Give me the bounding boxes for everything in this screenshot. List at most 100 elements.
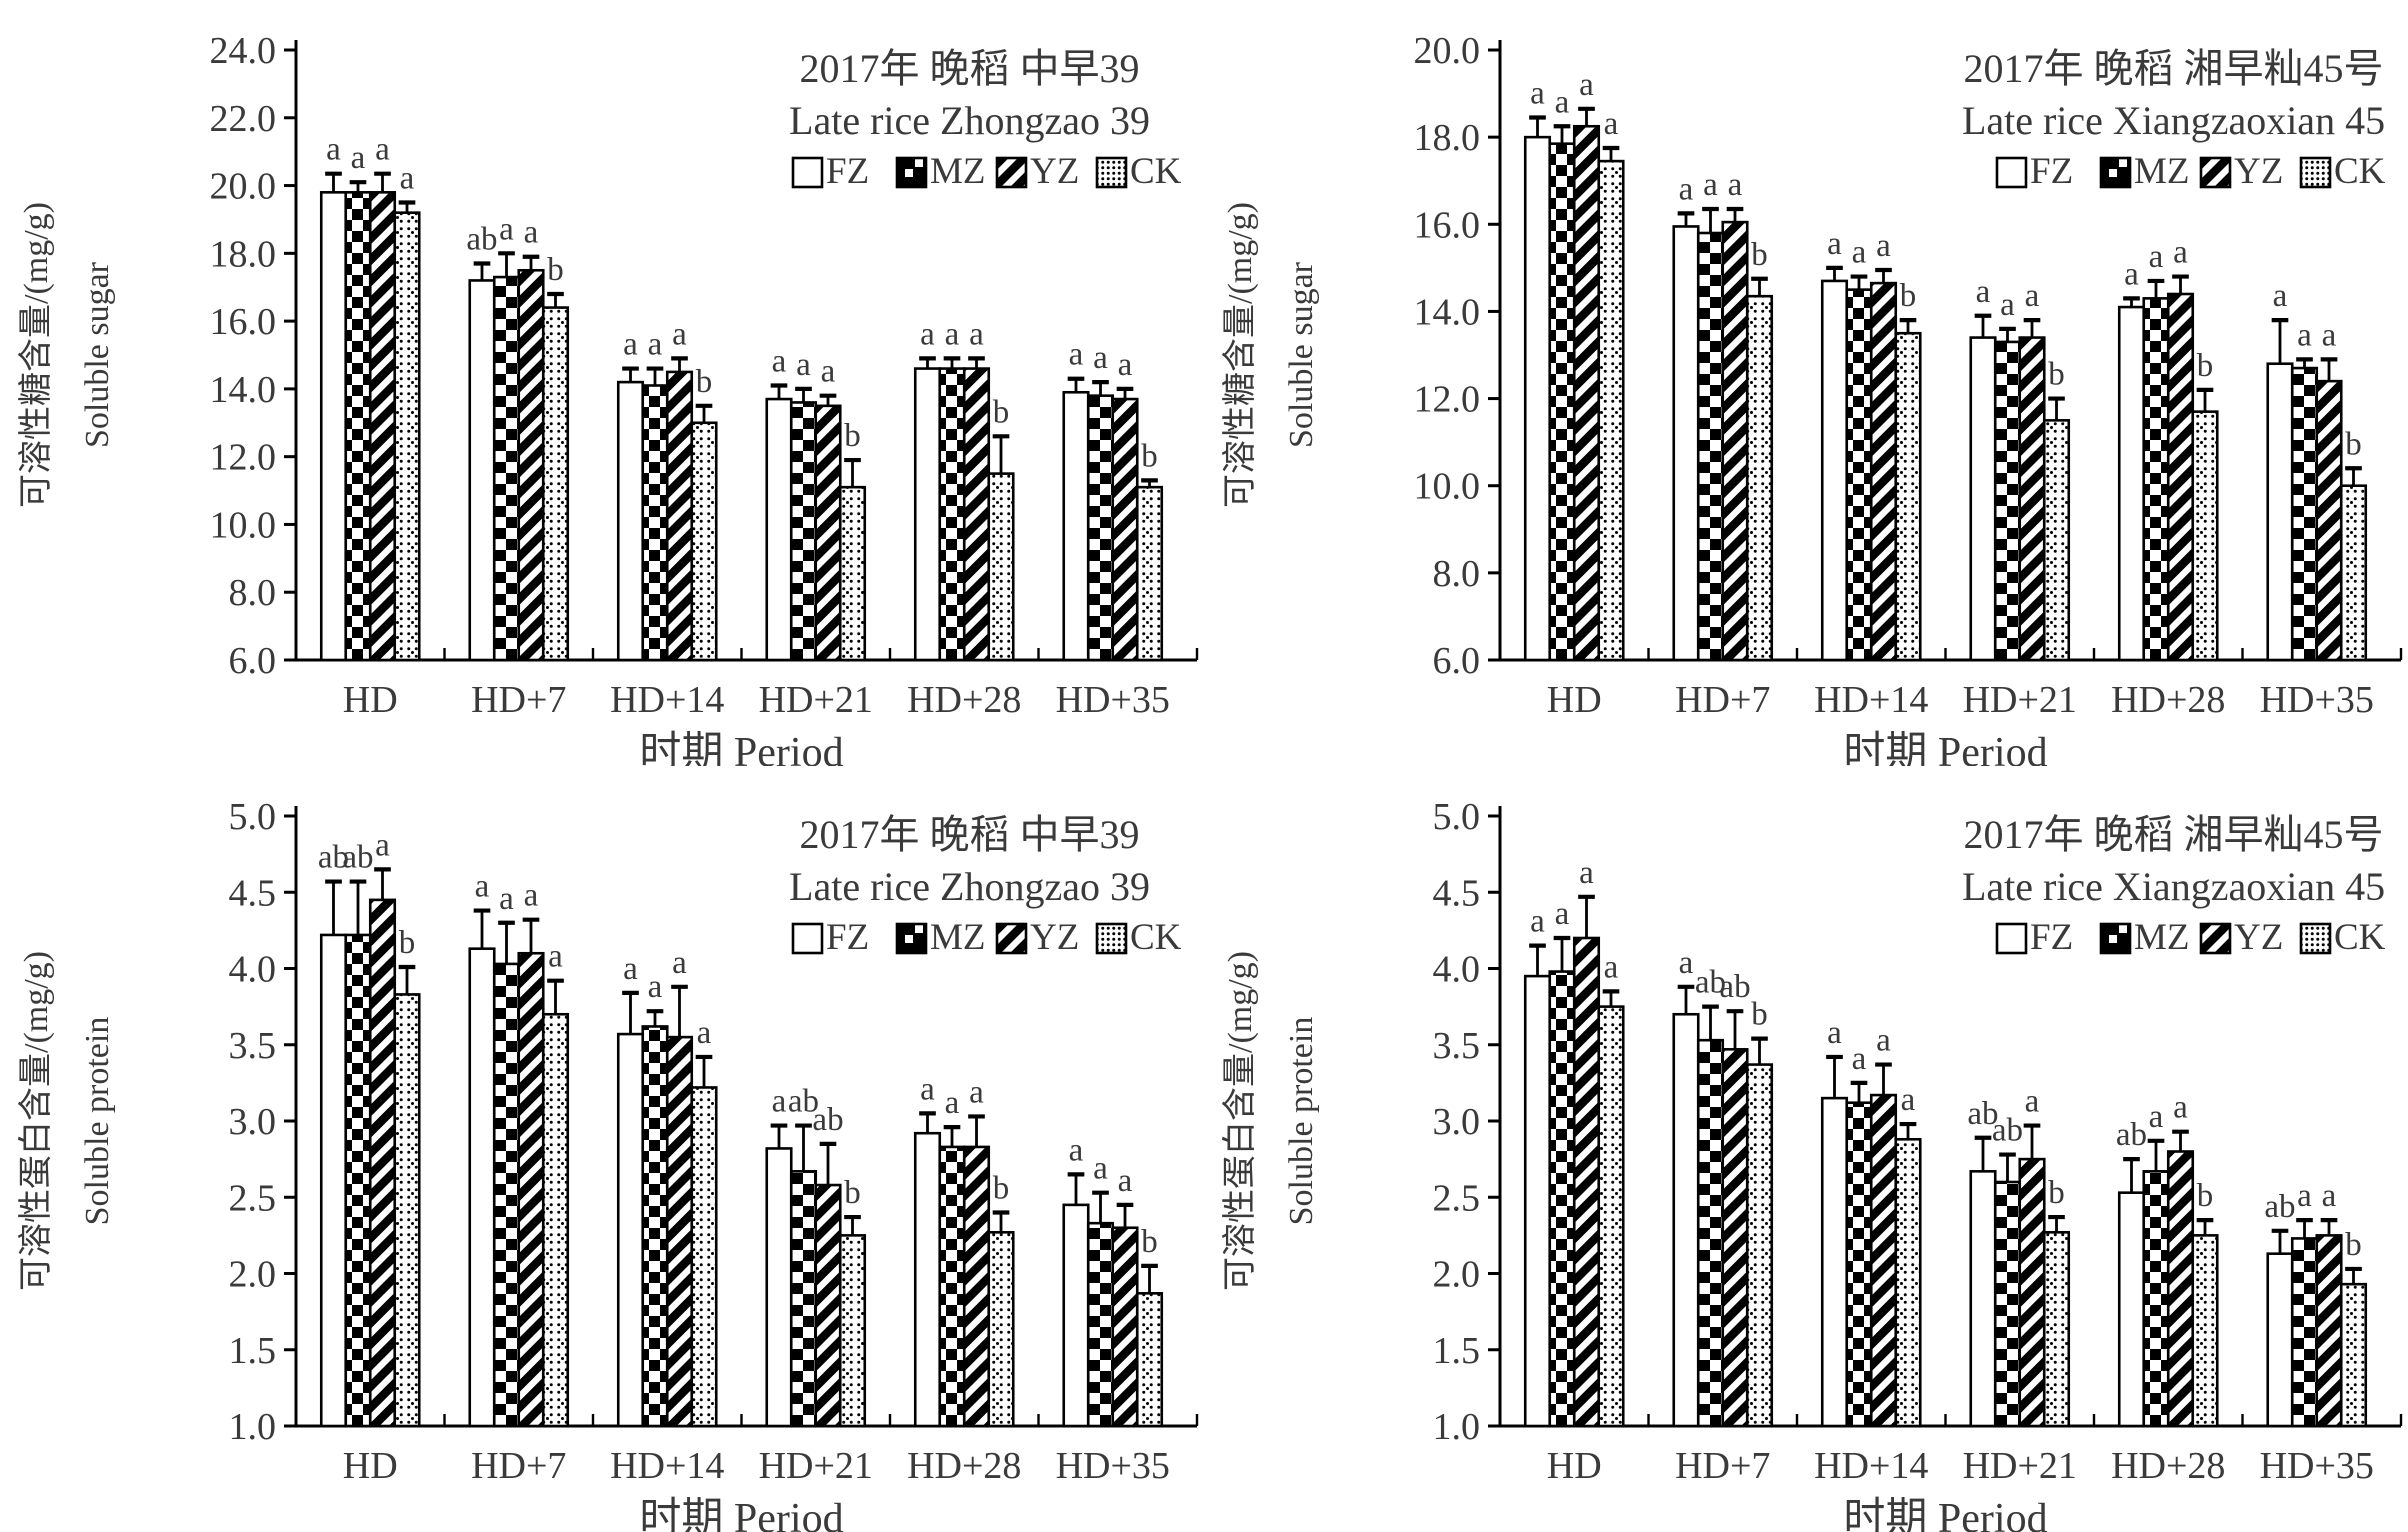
svg-text:HD+35: HD+35: [2260, 679, 2374, 721]
svg-text:时期 Period: 时期 Period: [639, 730, 843, 766]
svg-text:a: a: [1093, 1151, 1108, 1187]
svg-text:HD+21: HD+21: [1963, 1445, 2077, 1487]
svg-text:a: a: [1604, 106, 1619, 142]
svg-text:HD+14: HD+14: [1814, 1445, 1928, 1487]
svg-text:16.0: 16.0: [1414, 204, 1481, 246]
svg-text:a: a: [1093, 340, 1108, 376]
svg-text:MZ: MZ: [930, 151, 986, 192]
svg-text:a: a: [499, 211, 514, 247]
svg-text:4.5: 4.5: [229, 872, 277, 914]
svg-text:b: b: [1141, 1224, 1158, 1260]
svg-text:HD+21: HD+21: [1963, 679, 2077, 721]
svg-text:1.0: 1.0: [229, 1406, 277, 1448]
svg-text:a: a: [623, 951, 638, 987]
svg-text:a: a: [548, 939, 563, 975]
svg-text:5.0: 5.0: [1433, 796, 1481, 838]
svg-text:a: a: [1827, 226, 1842, 262]
svg-text:a: a: [2322, 317, 2337, 353]
svg-text:a: a: [2173, 1090, 2188, 1126]
svg-text:b: b: [844, 418, 861, 454]
svg-text:2017年 晚稻 中早39: 2017年 晚稻 中早39: [800, 812, 1140, 857]
svg-text:YZ: YZ: [1030, 151, 1079, 192]
svg-text:Soluble sugar: Soluble sugar: [1283, 261, 1320, 448]
svg-text:a: a: [2273, 278, 2288, 314]
svg-text:2.5: 2.5: [1433, 1177, 1481, 1219]
svg-text:a: a: [697, 1015, 712, 1051]
svg-text:a: a: [920, 1071, 935, 1107]
svg-text:a: a: [524, 878, 539, 914]
svg-text:8.0: 8.0: [229, 572, 277, 614]
svg-text:Late rice Xiangzaoxian 45: Late rice Xiangzaoxian 45: [1962, 864, 2385, 909]
svg-text:2.5: 2.5: [229, 1177, 277, 1219]
svg-text:ab: ab: [812, 1102, 843, 1138]
svg-text:22.0: 22.0: [210, 98, 277, 140]
svg-text:20.0: 20.0: [1414, 30, 1481, 72]
svg-text:2.0: 2.0: [229, 1254, 277, 1296]
svg-text:HD: HD: [343, 679, 398, 721]
svg-text:HD+14: HD+14: [610, 1445, 724, 1487]
svg-text:a: a: [2025, 1084, 2040, 1120]
svg-text:CK: CK: [2334, 917, 2386, 958]
svg-text:a: a: [351, 140, 366, 176]
svg-text:12.0: 12.0: [1414, 379, 1481, 421]
svg-text:MZ: MZ: [2134, 151, 2190, 192]
svg-text:b: b: [1141, 438, 1158, 474]
svg-text:时期 Period: 时期 Period: [1843, 730, 2047, 766]
svg-text:a: a: [920, 316, 935, 352]
svg-text:YZ: YZ: [1030, 917, 1079, 958]
svg-text:HD: HD: [1547, 679, 1602, 721]
svg-text:a: a: [945, 1085, 960, 1121]
svg-text:ab: ab: [342, 840, 373, 876]
svg-text:FZ: FZ: [826, 917, 869, 958]
svg-text:a: a: [772, 344, 787, 380]
svg-text:10.0: 10.0: [210, 504, 277, 546]
svg-text:24.0: 24.0: [210, 30, 277, 72]
svg-text:a: a: [1827, 1015, 1842, 1051]
svg-text:a: a: [1876, 1023, 1891, 1059]
svg-text:1.0: 1.0: [1433, 1406, 1481, 1448]
svg-text:b: b: [2048, 357, 2065, 393]
svg-text:Late rice Zhongzao 39: Late rice Zhongzao 39: [789, 864, 1150, 909]
svg-text:a: a: [1555, 84, 1570, 120]
svg-text:HD+28: HD+28: [907, 1445, 1021, 1487]
svg-text:a: a: [2297, 317, 2312, 353]
svg-text:a: a: [475, 869, 490, 905]
svg-text:a: a: [1728, 167, 1743, 203]
svg-text:3.0: 3.0: [1433, 1101, 1481, 1143]
svg-text:YZ: YZ: [2234, 151, 2283, 192]
svg-text:a: a: [1852, 235, 1867, 271]
svg-text:ab: ab: [1992, 1113, 2023, 1149]
svg-text:Soluble protein: Soluble protein: [79, 1017, 116, 1226]
svg-text:a: a: [1069, 337, 1084, 373]
svg-text:HD+35: HD+35: [1056, 679, 1170, 721]
svg-text:b: b: [2197, 348, 2214, 384]
svg-text:a: a: [969, 1074, 984, 1110]
svg-text:Late rice Xiangzaoxian 45: Late rice Xiangzaoxian 45: [1962, 98, 2385, 143]
svg-text:a: a: [1679, 945, 1694, 981]
svg-text:可溶性糖含量/(mg/g): 可溶性糖含量/(mg/g): [17, 202, 55, 508]
svg-text:6.0: 6.0: [229, 640, 277, 682]
svg-text:a: a: [2149, 1099, 2164, 1135]
svg-text:HD: HD: [1547, 1445, 1602, 1487]
svg-text:20.0: 20.0: [210, 166, 277, 208]
svg-text:b: b: [696, 364, 713, 400]
svg-text:a: a: [796, 347, 811, 383]
svg-text:b: b: [1751, 997, 1768, 1033]
svg-text:a: a: [524, 215, 539, 251]
svg-text:a: a: [1976, 274, 1991, 310]
svg-text:HD: HD: [343, 1445, 398, 1487]
svg-text:ab: ab: [466, 222, 497, 258]
svg-text:b: b: [1751, 237, 1768, 273]
svg-text:可溶性糖含量/(mg/g): 可溶性糖含量/(mg/g): [1221, 202, 1259, 508]
svg-text:a: a: [772, 1084, 787, 1120]
svg-text:HD+35: HD+35: [2260, 1445, 2374, 1487]
svg-text:YZ: YZ: [2234, 917, 2283, 958]
svg-text:b: b: [993, 1171, 1010, 1207]
svg-text:CK: CK: [2334, 151, 2386, 192]
svg-text:CK: CK: [1130, 917, 1182, 958]
svg-text:18.0: 18.0: [210, 233, 277, 275]
svg-text:b: b: [2345, 1227, 2362, 1263]
svg-text:HD+7: HD+7: [1675, 679, 1770, 721]
svg-text:a: a: [2149, 239, 2164, 275]
svg-text:a: a: [821, 354, 836, 390]
